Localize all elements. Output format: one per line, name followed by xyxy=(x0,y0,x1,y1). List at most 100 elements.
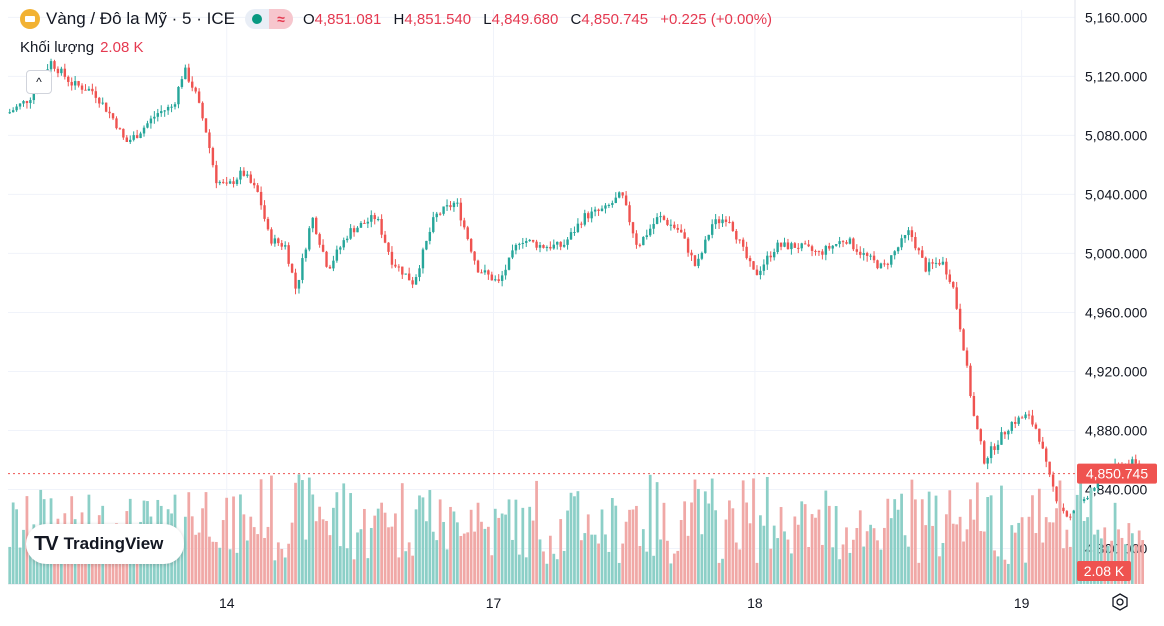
volume-bar xyxy=(524,557,528,584)
candle-body xyxy=(838,241,841,245)
candle-body xyxy=(253,182,256,186)
volume-bar xyxy=(256,534,260,584)
volume-bar xyxy=(559,519,563,584)
volume-bar xyxy=(641,529,645,584)
candle-body xyxy=(177,86,180,105)
candle-body xyxy=(53,61,56,69)
high-label: H xyxy=(393,10,405,28)
volume-bar xyxy=(917,562,921,584)
candle-body xyxy=(938,262,941,265)
candle-body xyxy=(349,228,352,239)
candle-body xyxy=(879,263,883,269)
volume-bar xyxy=(517,554,521,584)
volume-bar xyxy=(669,563,673,584)
candle-body xyxy=(380,218,383,235)
volume-bar xyxy=(893,499,897,584)
candle-body xyxy=(25,101,29,104)
candle-body xyxy=(108,111,111,114)
volume-bar xyxy=(239,494,242,584)
candle-body xyxy=(469,239,473,252)
candle-body xyxy=(652,223,655,229)
candle-body xyxy=(180,79,184,87)
volume-bar xyxy=(741,480,745,584)
candle-body xyxy=(924,257,927,272)
volume-bar xyxy=(1006,563,1010,584)
volume-bar xyxy=(414,509,418,584)
market-open-dot-icon xyxy=(245,14,269,24)
volume-bar xyxy=(1051,522,1055,584)
volume-bar xyxy=(783,531,786,584)
tradingview-badge[interactable]: TV TradingView xyxy=(26,524,184,564)
volume-bar xyxy=(855,528,859,584)
volume-label[interactable]: Khối lượng xyxy=(20,39,95,56)
volume-bar xyxy=(311,494,315,584)
low-label: L xyxy=(483,10,492,28)
volume-bar xyxy=(235,552,239,584)
candle-body xyxy=(962,329,965,351)
volume-bar xyxy=(276,542,280,584)
candle-body xyxy=(370,215,373,222)
candle-body xyxy=(77,81,80,86)
market-status-pill[interactable]: ≈ xyxy=(244,9,293,29)
candle-body xyxy=(800,243,803,249)
volume-bar xyxy=(425,521,428,584)
volume-bar xyxy=(190,516,194,584)
volume-bar xyxy=(380,502,383,584)
volume-bar xyxy=(359,529,363,584)
candle-body xyxy=(876,260,879,269)
candle-body xyxy=(87,88,91,91)
volume-bar xyxy=(759,515,762,584)
candle-body xyxy=(239,170,242,180)
volume-bar xyxy=(266,526,270,584)
collapse-legend-button[interactable]: ^ xyxy=(26,70,52,94)
volume-bar xyxy=(903,535,907,584)
volume-bar xyxy=(693,479,697,584)
candle-body xyxy=(404,273,407,275)
volume-bar xyxy=(328,535,332,584)
symbol-title[interactable]: Vàng / Đô la Mỹ · 5 · ICE xyxy=(46,9,235,28)
volume-bar xyxy=(786,539,790,584)
candle-body xyxy=(280,243,283,247)
candle-body xyxy=(642,236,645,246)
volume-bar xyxy=(734,542,738,584)
candle-body xyxy=(314,217,318,235)
volume-bar xyxy=(800,501,804,584)
candle-body xyxy=(862,253,865,255)
volume-bar xyxy=(225,497,229,584)
data-delay-icon[interactable]: ≈ xyxy=(268,9,293,29)
volume-bar xyxy=(435,540,439,584)
candle-body xyxy=(132,135,135,140)
candle-body xyxy=(1014,422,1017,424)
volume-bar xyxy=(452,511,456,584)
volume-bar xyxy=(731,508,735,584)
volume-bar xyxy=(535,480,538,584)
candle-body xyxy=(60,68,63,74)
volume-bar xyxy=(542,551,545,584)
volume-bar xyxy=(738,549,742,584)
volume-bar xyxy=(431,531,435,584)
volume-bar xyxy=(838,559,841,584)
volume-bar xyxy=(686,535,690,584)
volume-bar xyxy=(666,540,669,584)
volume-bar xyxy=(776,538,779,584)
candle-body xyxy=(1031,415,1034,425)
last-price-label: 4,850.745 xyxy=(1086,466,1148,482)
settings-icon[interactable] xyxy=(1110,592,1130,612)
volume-bar xyxy=(294,482,297,584)
candle-body xyxy=(797,247,800,249)
candle-body xyxy=(228,181,232,184)
candle-body xyxy=(287,245,290,264)
volume-bar xyxy=(511,539,514,584)
volume-bar xyxy=(944,514,948,584)
candle-body xyxy=(762,264,766,271)
volume-bar xyxy=(445,549,449,584)
volume-bar xyxy=(342,483,346,584)
candle-body xyxy=(335,249,339,261)
volume-bar xyxy=(583,533,587,584)
candle-body xyxy=(328,266,332,269)
candle-body xyxy=(332,260,335,269)
volume-bar xyxy=(497,517,501,584)
candle-body xyxy=(394,264,397,267)
volume-bar xyxy=(927,491,931,584)
volume-bar xyxy=(817,509,821,584)
